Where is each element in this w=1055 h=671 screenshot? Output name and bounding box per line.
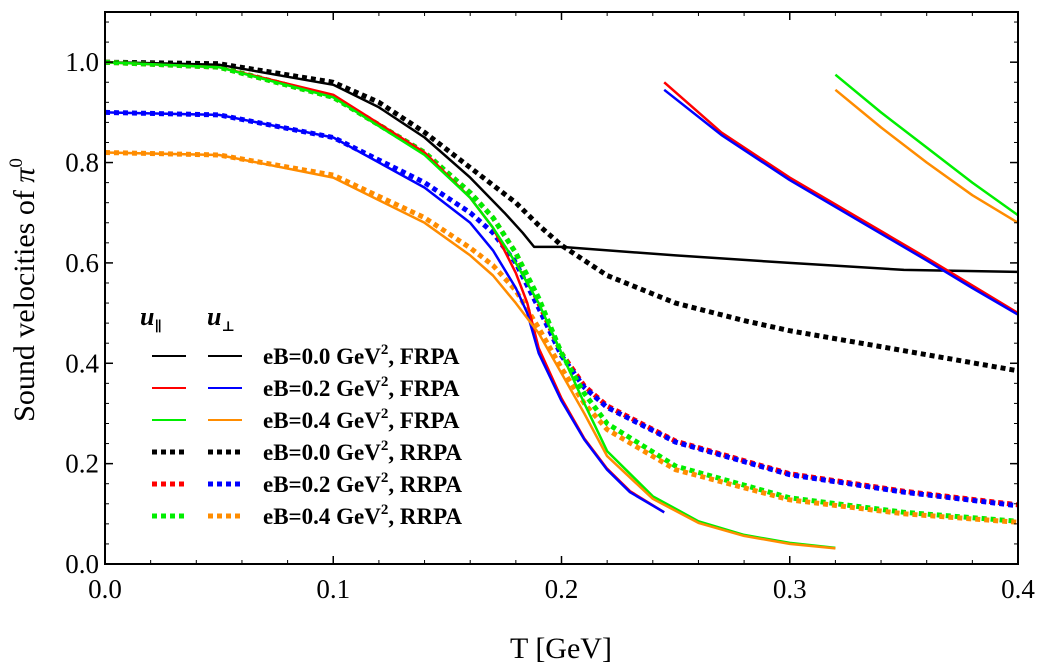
series-line-7: [104, 111, 665, 514]
legend-col-header-main: u: [207, 302, 221, 331]
legend-entry-label: eB=0.2 GeV2, RRPA: [263, 470, 462, 497]
y-tick-label: 0.4: [65, 348, 99, 378]
ticks-layer: 0.0 0.1 0.2 0.3 0.4 0.0 0.2 0.4 0.6 0.8 1.0: [65, 12, 1035, 604]
x-tick-label: 0.2: [545, 574, 579, 604]
series-layer: [104, 59, 1019, 550]
x-axis-title: T [GeV]: [510, 632, 612, 665]
y-tick-label: 0.2: [65, 449, 99, 479]
x-tick-label: 0.4: [1001, 574, 1035, 604]
legend-col-header-main: u: [140, 302, 154, 331]
series-line-12: [834, 73, 1019, 217]
legend-entry-suffix: , FRPA: [388, 344, 460, 369]
y-tick-label: 0.0: [65, 549, 99, 579]
legend-entry-superscript: 2: [381, 470, 389, 486]
legend-entry-suffix: , RRPA: [388, 472, 462, 497]
legend-entry-prefix: eB=0.2 GeV: [263, 472, 381, 497]
series-line-4: [104, 150, 1019, 525]
legend-col-header-sub: ∥: [154, 319, 161, 335]
legend-entry-label: eB=0.0 GeV2, RRPA: [263, 438, 462, 465]
series-line-5: [104, 60, 1019, 274]
legend-entry-suffix: , FRPA: [388, 408, 460, 433]
legend-col-header: u∥: [140, 302, 162, 335]
y-axis-title-symbol: π: [8, 167, 41, 183]
plot-frame: [104, 11, 1019, 565]
series-line-3: [104, 59, 1019, 524]
legend-entry-prefix: eB=0.0 GeV: [263, 344, 381, 369]
legend-entry-label: eB=0.4 GeV2, RRPA: [263, 502, 462, 529]
legend-entry-prefix: eB=0.4 GeV: [263, 504, 381, 529]
legend-entry-suffix: , RRPA: [388, 440, 462, 465]
legend-entry-superscript: 2: [381, 438, 389, 454]
legend-col-header-sub: ⊥: [221, 320, 234, 335]
legend-entry-suffix: , RRPA: [388, 504, 462, 529]
x-tick-label: 0.3: [773, 574, 807, 604]
x-tick-label: 0.0: [88, 574, 122, 604]
x-tick-label: 0.1: [316, 574, 350, 604]
series-line-11: [663, 88, 1019, 316]
y-axis-title: Sound velocities of π0: [6, 158, 41, 422]
legend-entry-superscript: 2: [381, 502, 389, 518]
series-line-10: [663, 81, 1019, 315]
legend-entry-label: eB=0.2 GeV2, FRPA: [263, 374, 460, 401]
legend-entry-superscript: 2: [381, 342, 389, 358]
series-line-9: [104, 151, 836, 550]
legend-col-header: u⊥: [207, 302, 235, 335]
legend-entry-superscript: 2: [381, 374, 389, 390]
y-tick-label: 0.8: [65, 148, 99, 178]
y-tick-label: 1.0: [65, 47, 99, 77]
legend-entry-prefix: eB=0.0 GeV: [263, 440, 381, 465]
legend-entry-prefix: eB=0.4 GeV: [263, 408, 381, 433]
y-tick-label: 0.6: [65, 248, 99, 278]
legend-entry-suffix: , FRPA: [388, 376, 460, 401]
y-axis-title-main: Sound velocities of: [8, 183, 41, 422]
legend-entry-label: eB=0.0 GeV2, FRPA: [263, 342, 460, 369]
legend-entry-superscript: 2: [381, 406, 389, 422]
y-axis-title-superscript: 0: [6, 158, 27, 168]
legend-entry-label: eB=0.4 GeV2, FRPA: [263, 406, 460, 433]
series-line-2: [104, 109, 1019, 509]
series-line-13: [834, 88, 1019, 224]
legend-entry-prefix: eB=0.2 GeV: [263, 376, 381, 401]
series-line-8: [104, 60, 836, 550]
series-line-0: [104, 59, 1019, 374]
